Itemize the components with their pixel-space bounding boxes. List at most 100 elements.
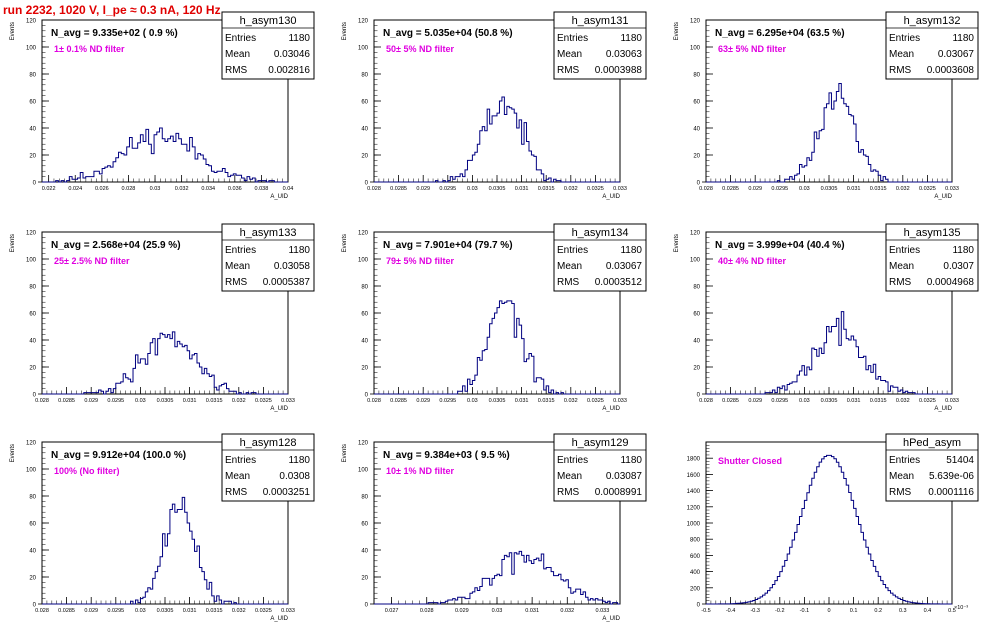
- x-tick-label: 0.0285: [390, 398, 407, 404]
- x-axis-title: A_UID: [602, 616, 620, 622]
- y-tick-label: 100: [690, 258, 701, 264]
- y-tick-label: 600: [690, 554, 701, 560]
- y-tick-label: 40: [693, 127, 700, 133]
- x-tick-label: 0.0285: [390, 186, 407, 192]
- stats-label-entries: Entries: [225, 245, 256, 256]
- stats-value-entries: 1180: [620, 455, 642, 466]
- stats-title: h_asym128: [240, 437, 297, 449]
- y-tick-label: 20: [693, 154, 700, 160]
- stats-label-mean: Mean: [889, 261, 914, 272]
- histogram-line: [374, 300, 620, 395]
- y-tick-label-zero: 0: [697, 181, 701, 187]
- stats-box: h_asym130 Entries 1180 Mean 0.03046 RMS 0.0028…: [221, 11, 315, 80]
- y-axis: 0 20 40 60 80 100 120: [690, 19, 713, 187]
- x-tick-label: 0.028: [35, 608, 49, 614]
- x-tick-label: 0.0305: [157, 398, 174, 404]
- y-tick-label: 80: [361, 285, 368, 291]
- stats-value-rms: 0.0003251: [263, 487, 311, 498]
- x-tick-label: 0.028: [367, 398, 381, 404]
- stats-value-rms: 0.0001116: [928, 487, 974, 498]
- stats-label-rms: RMS: [225, 65, 248, 76]
- histogram-line: [706, 454, 952, 605]
- y-axis-title: Events: [342, 234, 348, 252]
- x-tick-label: 0.029: [416, 186, 430, 192]
- x-tick-label: 0.031: [183, 398, 197, 404]
- stats-value-mean: 0.03087: [606, 471, 643, 482]
- y-tick-label: 80: [29, 495, 36, 501]
- x-tick-label: 0.029: [748, 186, 762, 192]
- x-tick-label: 0.033: [281, 398, 295, 404]
- stats-label-rms: RMS: [557, 277, 580, 288]
- filter-annotation: 1± 0.1% ND filter: [54, 44, 125, 54]
- stats-label-entries: Entries: [557, 33, 588, 44]
- x-tick-label: 0.0285: [722, 186, 739, 192]
- stats-label-entries: Entries: [225, 455, 256, 466]
- y-tick-label: 60: [361, 312, 368, 318]
- y-axis: 0 20 40 60 80 100 120: [358, 19, 381, 187]
- y-tick-label-zero: 0: [33, 603, 37, 609]
- x-tick-label: 0.038: [255, 186, 269, 192]
- x-tick-label: 0.04: [283, 186, 294, 192]
- x-tick-label: 0.028: [420, 608, 434, 614]
- y-tick-label: 40: [29, 339, 36, 345]
- stats-label-mean: Mean: [557, 49, 582, 60]
- stats-value-mean: 0.03063: [606, 49, 643, 60]
- histogram-line: [374, 96, 620, 183]
- stats-label-mean: Mean: [557, 261, 582, 272]
- x-tick-label: 0.0325: [255, 608, 272, 614]
- x-tick-label: 0.032: [564, 186, 578, 192]
- stats-value-entries: 51404: [946, 455, 974, 466]
- stats-box-frame: [885, 223, 979, 292]
- x-tick-label: 0.0295: [439, 398, 456, 404]
- x-tick-label: 0.031: [515, 398, 529, 404]
- stats-value-rms: 0.0004968: [927, 277, 975, 288]
- y-tick-label: 40: [29, 127, 36, 133]
- x-tick-label: 0.028: [367, 186, 381, 192]
- x-tick-label: 0.033: [596, 608, 610, 614]
- filter-annotation: 25± 2.5% ND filter: [54, 256, 130, 266]
- y-tick-label: 100: [26, 468, 37, 474]
- stats-box-frame: [553, 223, 647, 292]
- y-tick-label: 60: [29, 100, 36, 106]
- y-tick-label: 60: [693, 100, 700, 106]
- stats-title: h_asym135: [904, 227, 961, 239]
- y-tick-label: 1000: [687, 522, 701, 528]
- x-tick-label: 0.028: [699, 398, 713, 404]
- y-axis: 0 20 40 60 80 100 120: [26, 441, 49, 609]
- stats-label-mean: Mean: [225, 49, 250, 60]
- y-tick-label: 100: [690, 46, 701, 52]
- y-tick-label: 100: [26, 46, 37, 52]
- page-title: run 2232, 1020 V, I_pe ≈ 0.3 nA, 120 Hz: [3, 3, 221, 17]
- x-tick-label: 0.0295: [107, 608, 124, 614]
- stats-value-mean: 0.0308: [279, 471, 310, 482]
- x-tick-label: 0.0285: [722, 398, 739, 404]
- x-tick-label: 0.03: [467, 186, 478, 192]
- y-tick-label-zero: 0: [365, 181, 369, 187]
- x-axis: 0.027 0.028 0.029 0.03 0.031 0.032 0.033: [385, 597, 617, 614]
- y-axis: 0 20 40 60 80 100 120: [26, 231, 49, 399]
- x-axis: 0.022 0.024 0.026 0.028 0.03 0.032 0.034 0.036 0…: [42, 175, 294, 192]
- x-tick-label: 0.032: [564, 398, 578, 404]
- stats-box-frame: [553, 11, 647, 80]
- x-tick-label: 0.033: [945, 186, 959, 192]
- stats-box: h_asym131 Entries 1180 Mean 0.03063 RMS 0.0003…: [553, 11, 647, 80]
- stats-label-entries: Entries: [557, 455, 588, 466]
- x-axis: 0.028 0.0285 0.029 0.0295 0.03 0.0305 0.031 0.0…: [367, 175, 627, 192]
- x-tick-label: 0.0295: [439, 186, 456, 192]
- x-axis: 0.028 0.0285 0.029 0.0295 0.03 0.0305 0.031 0.0…: [699, 175, 959, 192]
- x-tick-label: -0.4: [726, 608, 735, 614]
- y-tick-label: 60: [361, 100, 368, 106]
- x-tick-label: 0.0325: [919, 398, 936, 404]
- stats-value-entries: 1180: [288, 33, 310, 44]
- y-tick-label: 120: [358, 19, 369, 25]
- y-tick-label-zero: 0: [33, 181, 37, 187]
- x-tick-label: 0.0315: [538, 398, 555, 404]
- y-axis-title: Events: [10, 444, 16, 462]
- x-tick-label: 0.0315: [870, 186, 887, 192]
